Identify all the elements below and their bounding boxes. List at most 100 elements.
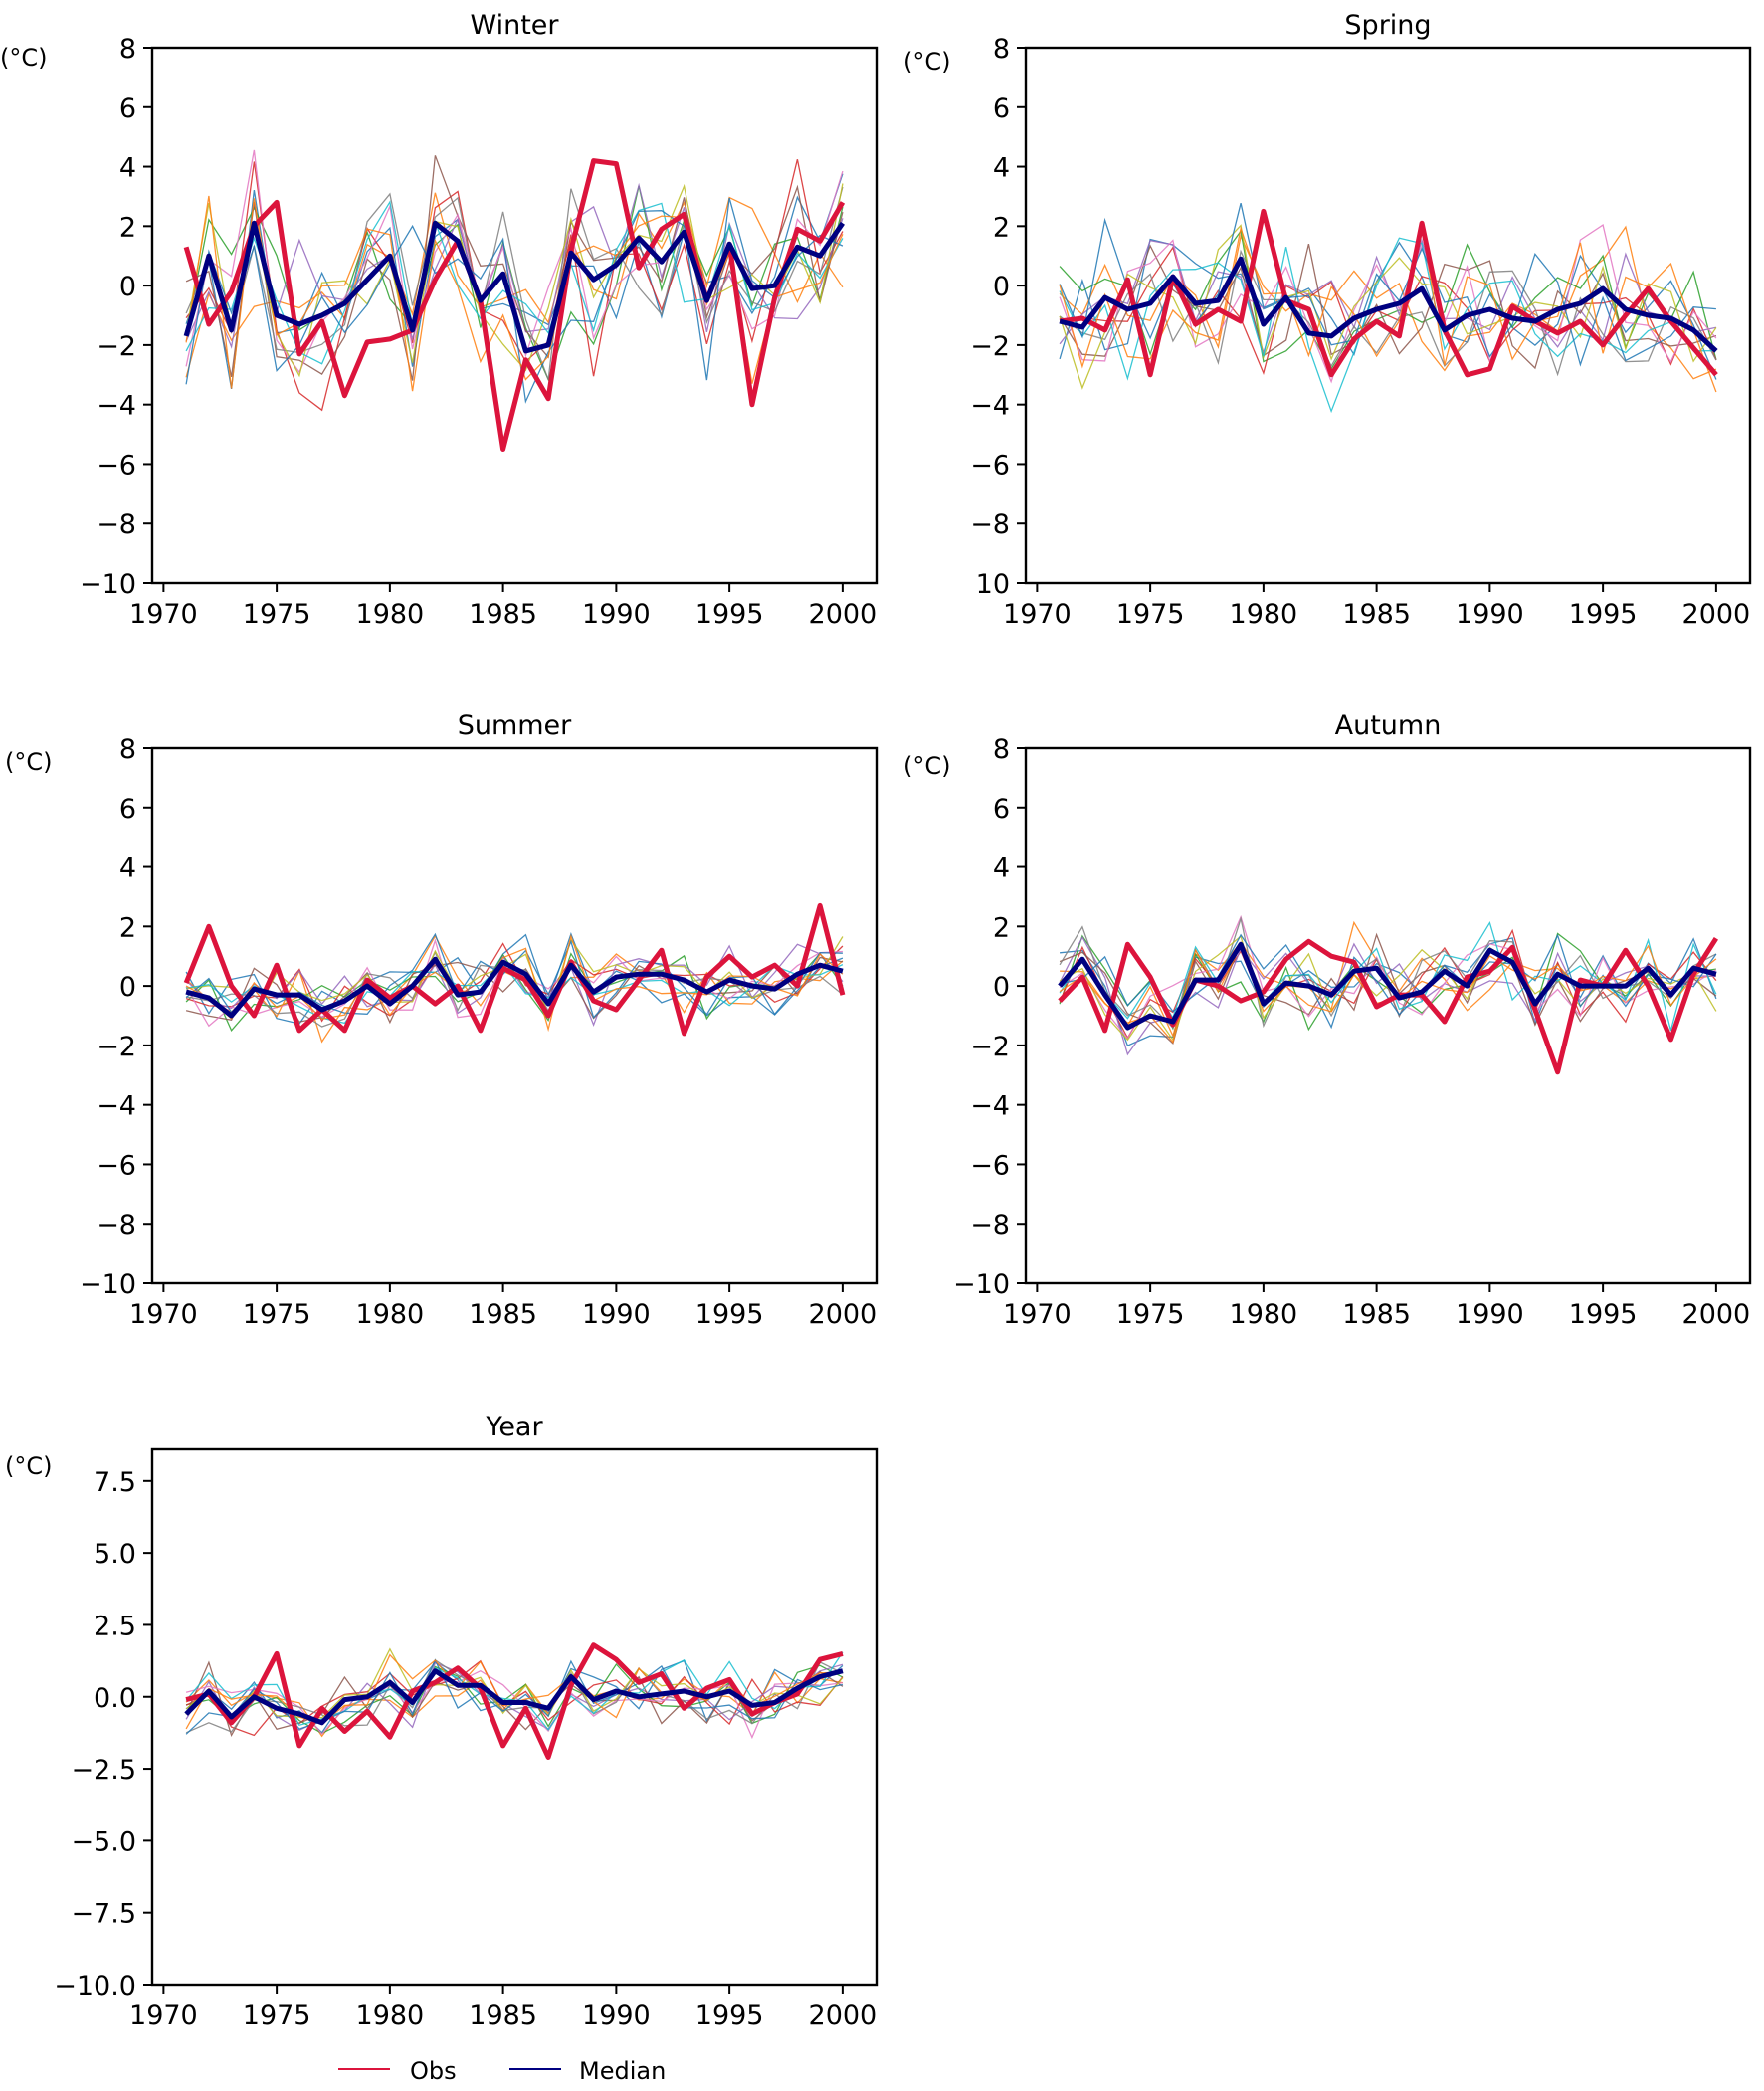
y-unit-label: (°C): [903, 48, 950, 76]
x-tick-label: 1995: [695, 599, 764, 630]
x-tick-label: 1975: [243, 1299, 311, 1330]
y-tick-label: −4: [970, 1091, 1010, 1122]
y-tick-label: 0.0: [94, 1683, 136, 1714]
y-tick-label: −6: [970, 1150, 1010, 1181]
ensemble-line: [186, 962, 844, 1025]
y-tick-label: −6: [97, 450, 136, 480]
median-line: [1059, 256, 1718, 353]
y-tick-label: −6: [97, 1150, 136, 1181]
y-tick-label: −4: [97, 391, 136, 422]
x-tick-label: 1990: [582, 2000, 651, 2031]
y-tick-label: −8: [97, 509, 136, 540]
plot-frame: [1024, 746, 1752, 1285]
y-tick-label: 0: [119, 972, 136, 1003]
x-tick-label: 2000: [809, 1299, 878, 1330]
y-tick-label: −10.0: [54, 1971, 136, 2001]
x-tick-label: 1980: [1230, 599, 1298, 630]
y-tick-label: 4: [993, 854, 1010, 884]
y-tick-label: −8: [97, 1210, 136, 1240]
x-tick-label: 1985: [469, 1299, 537, 1330]
ensemble-line: [1060, 246, 1717, 376]
x-tick-label: 2000: [809, 599, 878, 630]
obs-line: [1058, 936, 1719, 1075]
y-tick-label: 6: [119, 94, 136, 124]
ensemble-line: [185, 1658, 844, 1734]
panel-title: Spring: [1344, 10, 1431, 41]
panel-title: Year: [485, 1412, 543, 1442]
x-tick-label: 1970: [129, 1299, 198, 1330]
ensemble-members: [185, 149, 844, 412]
plot-frame: [150, 746, 879, 1285]
x-tick-label: 1985: [469, 2000, 537, 2031]
x-tick-label: 1975: [1116, 599, 1185, 630]
y-tick-label: 4: [993, 153, 1010, 184]
y-tick-label: 2.5: [94, 1611, 136, 1641]
y-unit-label: (°C): [5, 748, 52, 776]
y-tick-label: 0: [993, 972, 1010, 1003]
y-tick-label: 8: [119, 734, 136, 765]
y-tick-label: 4: [119, 854, 136, 884]
x-tick-label: 1980: [356, 1299, 425, 1330]
panel-title: Winter: [470, 10, 559, 41]
y-tick-label: 6: [993, 794, 1010, 825]
y-unit-label: (°C): [5, 1452, 52, 1480]
y-tick-label: −2.5: [71, 1755, 136, 1786]
ensemble-line: [185, 1647, 844, 1720]
y-tick-label: 5.0: [94, 1539, 136, 1570]
x-tick-label: 1990: [582, 1299, 651, 1330]
y-tick-label: −10: [953, 1269, 1010, 1300]
y-tick-label: 0: [993, 272, 1010, 302]
y-tick-label: 2: [119, 912, 136, 943]
y-tick-label: 4: [119, 153, 136, 184]
y-tick-label: −2: [97, 1032, 136, 1062]
x-tick-label: 2000: [1682, 1299, 1751, 1330]
panel-title: Summer: [458, 710, 572, 741]
y-tick-label: 8: [119, 34, 136, 65]
x-tick-label: 2000: [809, 2000, 878, 2031]
y-tick-label: 7.5: [94, 1467, 136, 1498]
x-tick-label: 1980: [356, 599, 425, 630]
y-tick-label: 2: [993, 212, 1010, 243]
y-unit-label: (°C): [0, 44, 47, 72]
x-tick-label: 1970: [1003, 599, 1072, 630]
y-tick-label: −10: [80, 569, 136, 600]
y-tick-label: 0: [119, 272, 136, 302]
x-tick-label: 1975: [1116, 1299, 1185, 1330]
y-tick-label: 2: [993, 912, 1010, 943]
legend-obs-label: Obs: [410, 2057, 457, 2085]
y-tick-label: −4: [970, 391, 1010, 422]
y-tick-label: 6: [119, 794, 136, 825]
x-tick-label: 1985: [1342, 1299, 1411, 1330]
x-tick-label: 1985: [1342, 599, 1411, 630]
x-tick-label: 1980: [1230, 1299, 1298, 1330]
ensemble-line: [185, 933, 844, 1033]
legend: Obs Median: [338, 2057, 666, 2085]
ensemble-line: [185, 942, 844, 1023]
plot-frame: [1024, 46, 1752, 585]
x-tick-label: 1970: [129, 599, 198, 630]
x-tick-label: 1990: [1456, 599, 1524, 630]
obs-line: [185, 1642, 844, 1760]
x-tick-label: 1980: [356, 2000, 425, 2031]
plot-frame: [150, 1447, 879, 1987]
x-tick-label: 1975: [243, 599, 311, 630]
x-tick-label: 2000: [1682, 599, 1751, 630]
y-tick-label: −6: [970, 450, 1010, 480]
x-tick-label: 1995: [1569, 1299, 1638, 1330]
x-tick-label: 1970: [1003, 1299, 1072, 1330]
y-tick-label: −8: [970, 1210, 1010, 1240]
plot-frame: [150, 46, 879, 585]
y-tick-label: 6: [993, 94, 1010, 124]
y-tick-label: −5.0: [71, 1826, 136, 1857]
x-tick-label: 1995: [695, 2000, 764, 2031]
x-tick-label: 1975: [243, 2000, 311, 2031]
obs-line: [183, 158, 846, 452]
y-tick-label: 2: [119, 212, 136, 243]
ensemble-line: [185, 192, 844, 378]
median-line: [183, 220, 845, 354]
x-tick-label: 1995: [1569, 599, 1638, 630]
x-tick-label: 1990: [1456, 1299, 1524, 1330]
